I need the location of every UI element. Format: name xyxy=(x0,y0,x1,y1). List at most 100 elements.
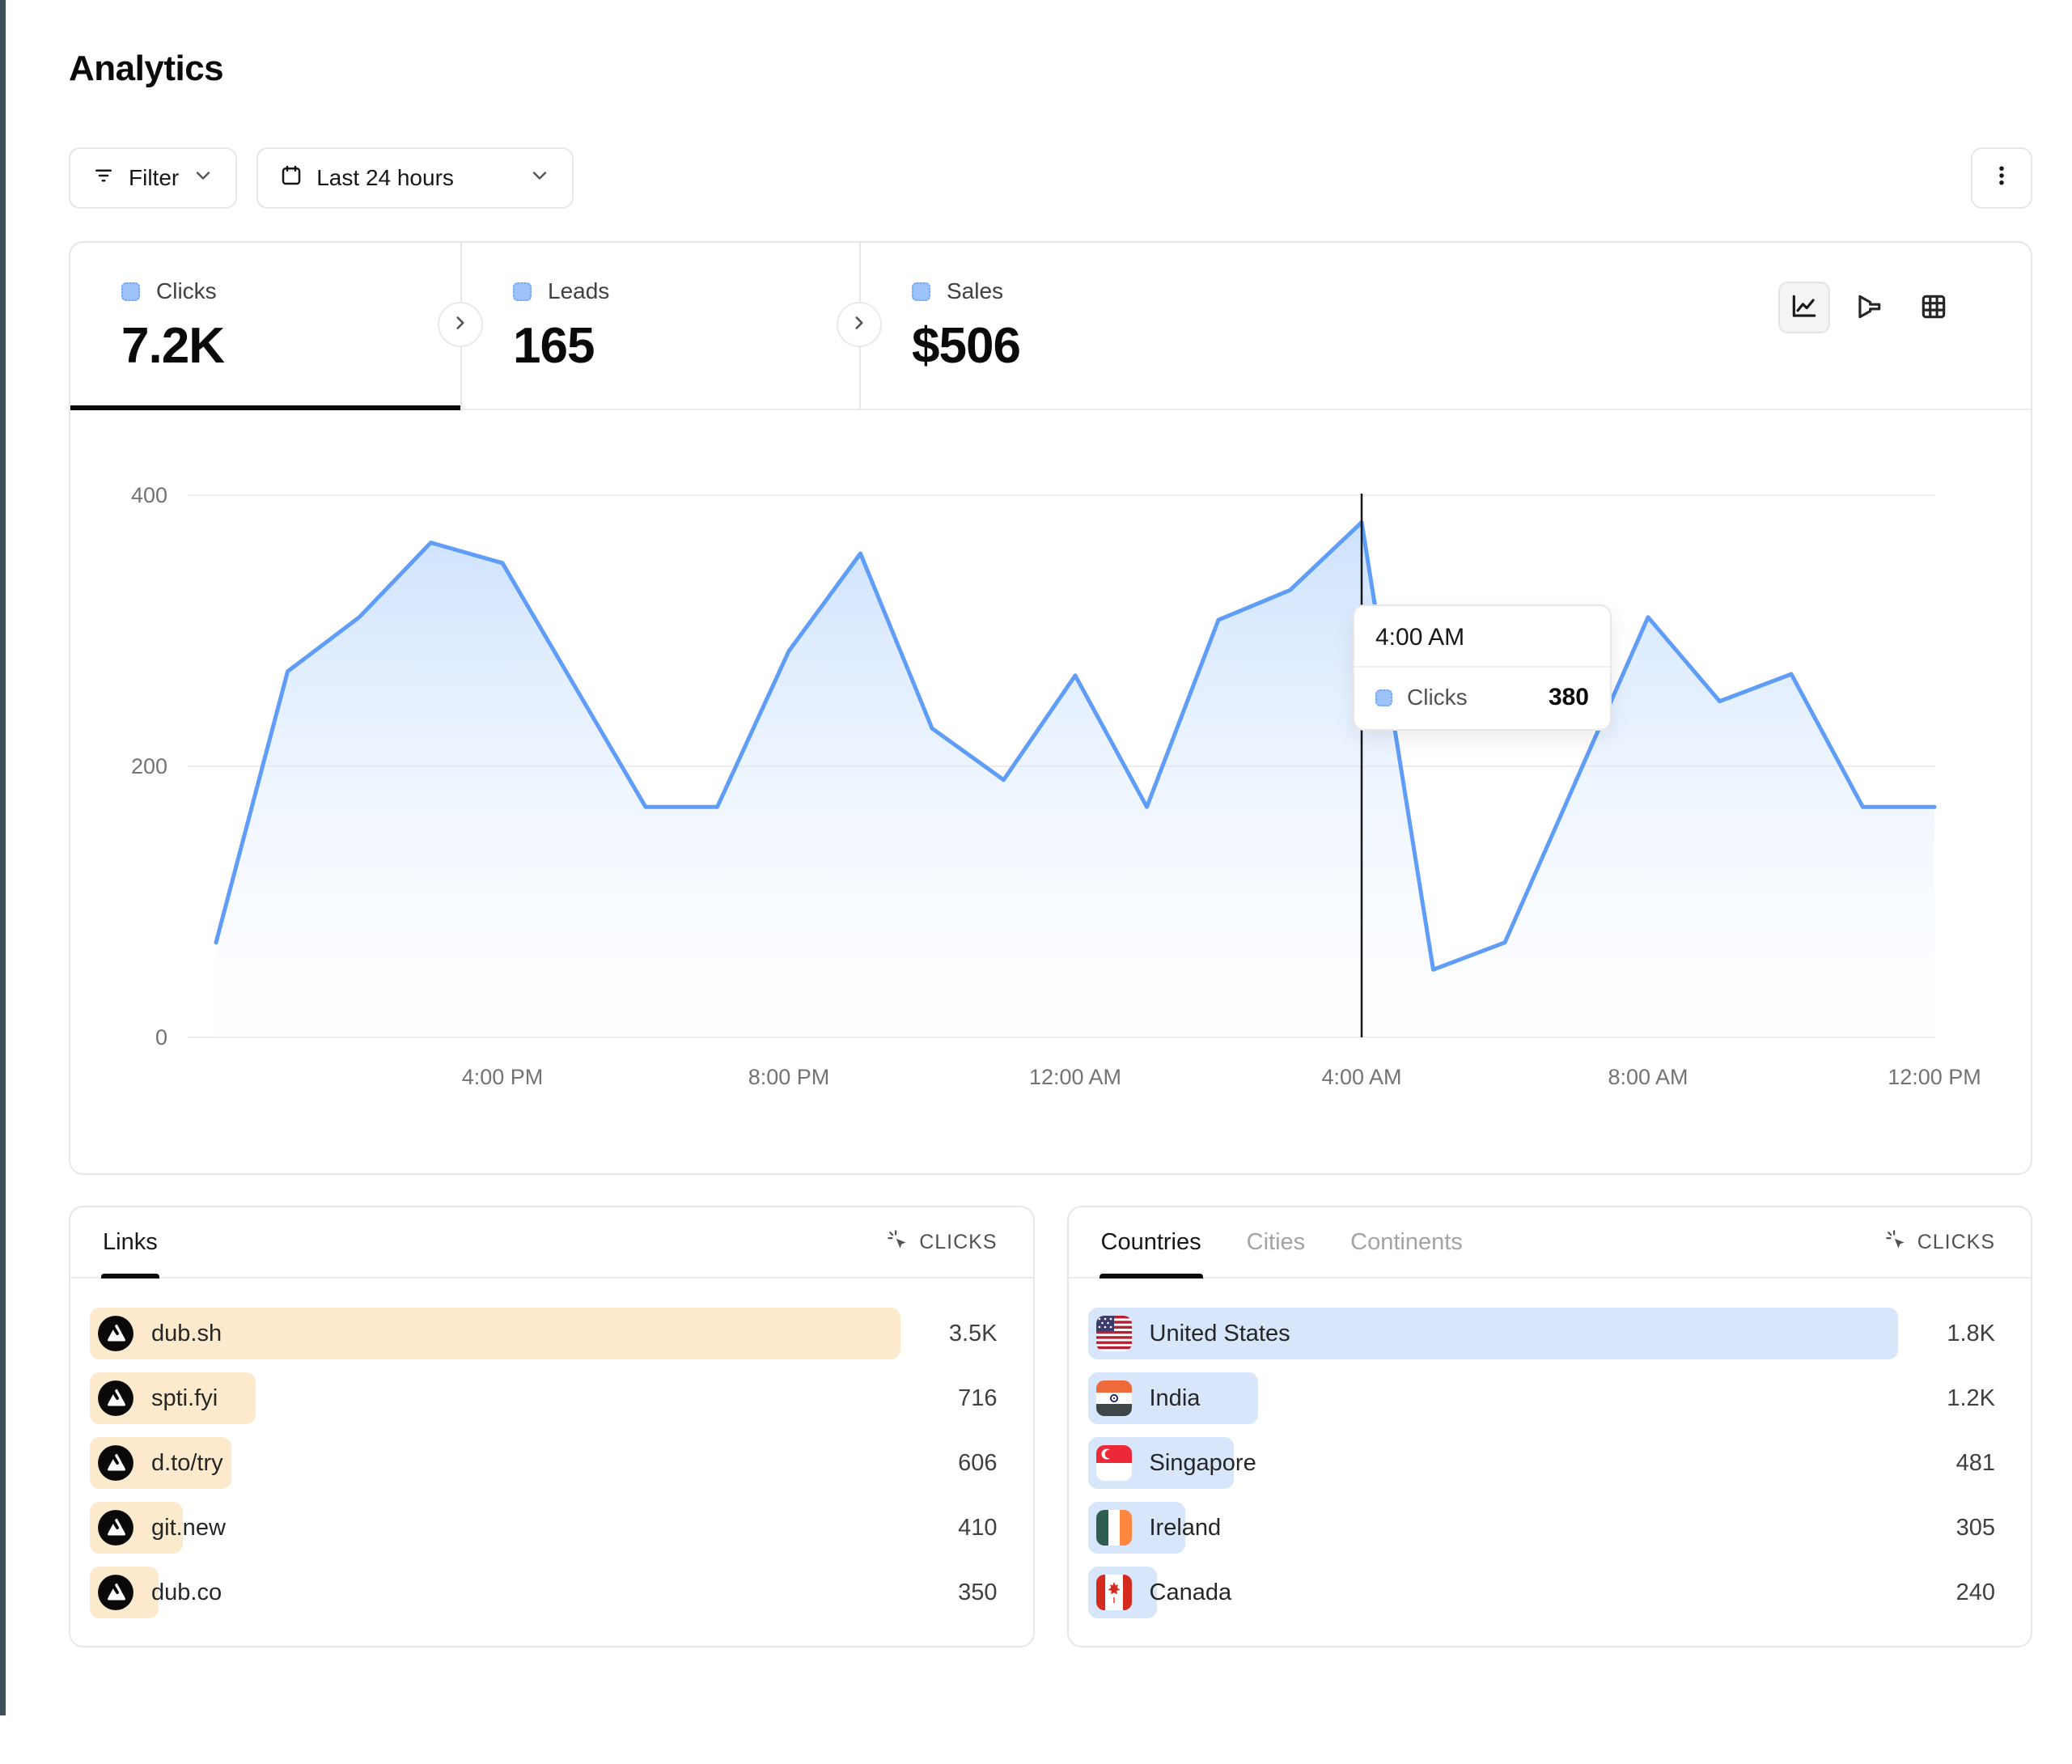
stat-value: 165 xyxy=(513,318,595,374)
area-chart-plot[interactable] xyxy=(188,487,1937,1045)
row-value: 606 xyxy=(958,1449,998,1476)
links-panel: Links CLICKS dub.sh 3.5K spti.fyi 716 d.to/t… xyxy=(69,1206,1035,1647)
kebab-icon xyxy=(1989,163,2014,193)
dub-logo-icon xyxy=(98,1316,133,1351)
line-chart-view-button[interactable] xyxy=(1778,282,1830,333)
stat-value: $506 xyxy=(912,318,1021,374)
x-axis-label: 8:00 AM xyxy=(1608,1065,1689,1089)
stat-label: Sales xyxy=(947,278,1004,303)
links-metric-selector[interactable]: CLICKS xyxy=(885,1228,997,1257)
date-range-label: Last 24 hours xyxy=(316,165,454,190)
tab-links[interactable]: Links xyxy=(101,1207,159,1278)
analytics-page: Analytics Filter Last 24 hours xyxy=(0,49,2072,1647)
active-stat-indicator xyxy=(70,405,460,410)
tooltip-value: 380 xyxy=(1548,684,1589,710)
clicks-chart[interactable]: 0 200 400 4:00 AM xyxy=(131,483,1937,1049)
link-row[interactable]: spti.fyi 716 xyxy=(90,1372,998,1424)
more-menu-button[interactable] xyxy=(1971,147,2032,209)
x-axis-label: 4:00 PM xyxy=(461,1065,544,1089)
line-chart-icon xyxy=(1789,291,1820,324)
row-value: 1.8K xyxy=(1947,1320,1995,1346)
link-row[interactable]: git.new 410 xyxy=(90,1502,998,1554)
filter-lines-icon xyxy=(91,163,116,193)
row-label: India xyxy=(1149,1384,1201,1411)
row-value: 410 xyxy=(958,1514,998,1541)
country-row[interactable]: United States 1.8K xyxy=(1087,1308,1995,1359)
link-row[interactable]: dub.sh 3.5K xyxy=(90,1308,998,1359)
chart-line xyxy=(214,520,1937,972)
row-label: dub.co xyxy=(151,1579,222,1605)
x-axis: 4:00 PM 8:00 PM 12:00 AM 4:00 AM 8:00 AM 12:0… xyxy=(188,1065,1981,1092)
dub-logo-icon xyxy=(98,1380,133,1416)
chevron-down-icon xyxy=(528,164,551,193)
left-edge-strip xyxy=(0,0,6,1715)
analytics-card: Clicks 7.2K Leads 165 Sales $506 xyxy=(69,241,2032,1175)
tooltip-time: 4:00 AM xyxy=(1375,624,1465,651)
table-grid-icon xyxy=(1918,291,1949,324)
india-flag-icon xyxy=(1095,1380,1132,1416)
country-row[interactable]: Ireland 305 xyxy=(1087,1502,1995,1554)
stat-label: Leads xyxy=(548,278,610,303)
row-value: 305 xyxy=(1955,1514,1995,1541)
cursor-click-icon xyxy=(885,1228,909,1257)
country-row[interactable]: Singapore 481 xyxy=(1087,1437,1995,1489)
stat-tab-clicks[interactable]: Clicks 7.2K xyxy=(70,243,460,409)
clicks-legend-icon xyxy=(1375,689,1392,706)
chevron-right-icon xyxy=(450,312,471,337)
filter-button-label: Filter xyxy=(129,165,180,190)
link-row[interactable]: dub.co 350 xyxy=(90,1567,998,1618)
tab-continents[interactable]: Continents xyxy=(1350,1207,1463,1277)
stat-expand-button[interactable] xyxy=(438,302,483,347)
stat-tab-sales[interactable]: Sales $506 xyxy=(859,243,1264,409)
clicks-legend-icon xyxy=(121,282,140,301)
tooltip-series-label: Clicks xyxy=(1407,685,1468,710)
row-value: 481 xyxy=(1955,1449,1995,1476)
x-axis-label: 12:00 PM xyxy=(1888,1065,1981,1089)
table-view-button[interactable] xyxy=(1908,282,1960,333)
tab-countries[interactable]: Countries xyxy=(1099,1207,1203,1278)
metric-label: CLICKS xyxy=(1917,1230,1995,1253)
tab-label: Continents xyxy=(1350,1228,1463,1255)
row-label: d.to/try xyxy=(151,1449,223,1476)
country-row[interactable]: India 1.2K xyxy=(1087,1372,1995,1424)
x-axis-label: 12:00 AM xyxy=(1028,1065,1122,1089)
chart-type-switcher xyxy=(1778,282,1960,333)
funnel-view-button[interactable] xyxy=(1843,282,1895,333)
date-range-button[interactable]: Last 24 hours xyxy=(256,147,574,209)
countries-panel: Countries Cities Continents CLICKS United … xyxy=(1066,1206,2032,1647)
stat-expand-button[interactable] xyxy=(837,302,882,347)
dub-logo-icon xyxy=(98,1445,133,1481)
stat-value: 7.2K xyxy=(121,318,225,374)
link-row[interactable]: d.to/try 606 xyxy=(90,1437,998,1489)
row-bar xyxy=(90,1308,900,1359)
cursor-click-icon xyxy=(1883,1228,1908,1257)
dub-logo-icon xyxy=(98,1510,133,1546)
x-axis-label: 8:00 PM xyxy=(748,1065,830,1089)
leads-legend-icon xyxy=(513,282,532,301)
page-title: Analytics xyxy=(69,49,224,88)
country-row[interactable]: Canada 240 xyxy=(1087,1567,1995,1618)
sales-legend-icon xyxy=(912,282,930,301)
dub-logo-icon xyxy=(98,1575,133,1610)
tab-label: Countries xyxy=(1100,1228,1201,1255)
row-label: spti.fyi xyxy=(151,1384,218,1411)
tab-label: Cities xyxy=(1246,1228,1306,1255)
row-bar xyxy=(1087,1308,1898,1359)
row-label: Ireland xyxy=(1149,1514,1222,1541)
us-flag-icon xyxy=(1095,1316,1132,1351)
row-value: 350 xyxy=(958,1579,998,1605)
stat-tab-leads[interactable]: Leads 165 xyxy=(460,243,859,409)
row-label: United States xyxy=(1149,1320,1290,1346)
tab-label: Links xyxy=(103,1228,158,1255)
stat-label: Clicks xyxy=(156,278,217,303)
filter-button[interactable]: Filter xyxy=(69,147,238,209)
links-list: dub.sh 3.5K spti.fyi 716 d.to/try 606 git.new 4… xyxy=(70,1278,1033,1646)
calendar-icon xyxy=(279,163,303,193)
row-value: 716 xyxy=(958,1384,998,1411)
tab-cities[interactable]: Cities xyxy=(1247,1207,1306,1277)
singapore-flag-icon xyxy=(1095,1445,1132,1481)
countries-metric-selector[interactable]: CLICKS xyxy=(1883,1228,1995,1257)
row-value: 240 xyxy=(1955,1579,1995,1605)
row-value: 1.2K xyxy=(1947,1384,1995,1411)
countries-list: United States 1.8K India 1.2K Singapore 481 Ir… xyxy=(1069,1278,2032,1646)
